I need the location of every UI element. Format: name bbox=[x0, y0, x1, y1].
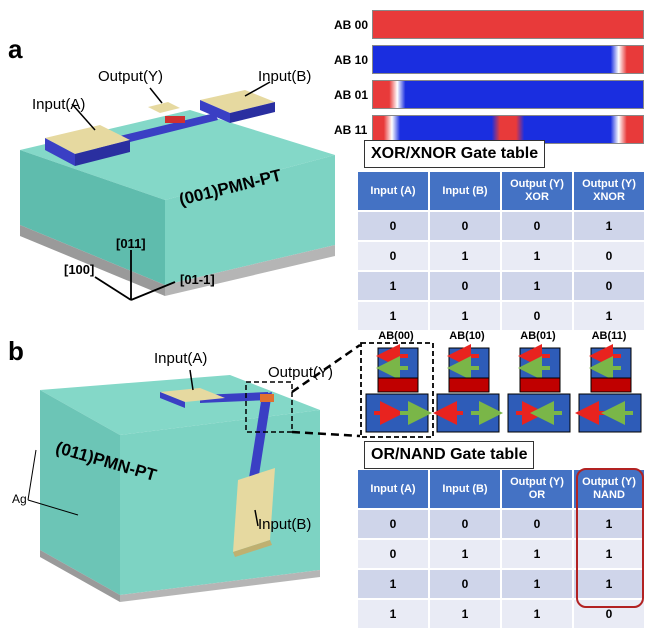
table-header: Output (Y) XNOR bbox=[574, 172, 644, 210]
table-header: Input (B) bbox=[430, 172, 500, 210]
table-cell: 0 bbox=[574, 242, 644, 270]
table-header: Output (Y) XOR bbox=[502, 172, 572, 210]
table-header: Input (A) bbox=[358, 470, 428, 508]
label-input-a-b: Input(A) bbox=[154, 350, 208, 367]
axis-label-01-1: [01-1] bbox=[180, 272, 215, 287]
table-cell: 1 bbox=[358, 272, 428, 300]
table-cell: 0 bbox=[430, 272, 500, 300]
table-cell: 1 bbox=[574, 540, 644, 568]
xor-gate-table: Input (A) Input (B) Output (Y) XOR Outpu… bbox=[356, 170, 646, 332]
table-cell: 1 bbox=[430, 600, 500, 628]
table-cell: 1 bbox=[574, 570, 644, 598]
panel-b-label: b bbox=[8, 336, 24, 366]
table-cell: 0 bbox=[358, 510, 428, 538]
axis-label-011: [011] bbox=[116, 236, 146, 251]
table-cell: 0 bbox=[358, 540, 428, 568]
table-cell: 0 bbox=[358, 212, 428, 240]
or-table-title: OR/NAND Gate table bbox=[364, 441, 535, 469]
panel-a-device-diagram bbox=[20, 81, 335, 301]
table-cell: 1 bbox=[502, 242, 572, 270]
domain-label: AB 10 bbox=[334, 52, 369, 67]
table-cell: 0 bbox=[502, 212, 572, 240]
table-cell: 1 bbox=[502, 540, 572, 568]
table-cell: 0 bbox=[430, 510, 500, 538]
label-input-b: Input(B) bbox=[258, 68, 312, 85]
ab-state-label: AB(10) bbox=[449, 330, 485, 342]
domain-label: AB 01 bbox=[334, 87, 369, 102]
table-cell: 1 bbox=[502, 272, 572, 300]
label-input-b-b: Input(B) bbox=[258, 516, 312, 533]
axis-label-100: [100] bbox=[64, 262, 95, 277]
ab-state-label: AB(01) bbox=[520, 330, 556, 342]
table-cell: 1 bbox=[502, 570, 572, 598]
ab-state-label: AB(11) bbox=[591, 330, 627, 342]
domain-label: AB 11 bbox=[334, 122, 368, 137]
table-cell: 0 bbox=[502, 302, 572, 330]
table-cell: 1 bbox=[358, 302, 428, 330]
label-output: Output(Y) bbox=[98, 68, 164, 85]
table-cell: 0 bbox=[430, 212, 500, 240]
table-cell: 1 bbox=[430, 302, 500, 330]
table-cell: 1 bbox=[358, 600, 428, 628]
table-header: Input (B) bbox=[430, 470, 500, 508]
table-cell: 1 bbox=[502, 600, 572, 628]
ag-electrode-label: Ag bbox=[12, 492, 27, 506]
table-cell: 0 bbox=[430, 570, 500, 598]
panel-b-device-diagram bbox=[27, 343, 360, 602]
table-cell: 1 bbox=[430, 540, 500, 568]
table-cell: 0 bbox=[502, 510, 572, 538]
label-input-a: Input(A) bbox=[32, 96, 86, 113]
label-output-b: Output(Y) bbox=[268, 364, 334, 381]
domain-strip bbox=[372, 45, 644, 74]
table-header: Output (Y) OR bbox=[502, 470, 572, 508]
ab-state-label: AB(00) bbox=[378, 330, 414, 342]
table-cell: 1 bbox=[574, 510, 644, 538]
xor-table-title: XOR/XNOR Gate table bbox=[364, 140, 546, 168]
domain-strip bbox=[372, 10, 644, 39]
table-cell: 1 bbox=[430, 242, 500, 270]
domain-state-strips: AB 00 AB 10 AB 01 AB 11 bbox=[334, 10, 646, 144]
table-header: Input (A) bbox=[358, 172, 428, 210]
table-cell: 0 bbox=[358, 242, 428, 270]
table-cell: 1 bbox=[574, 302, 644, 330]
table-cell: 0 bbox=[574, 272, 644, 300]
domain-label: AB 00 bbox=[334, 17, 369, 32]
table-cell: 1 bbox=[574, 212, 644, 240]
domain-strip bbox=[372, 80, 644, 109]
nand-column-highlight bbox=[576, 468, 644, 608]
table-cell: 1 bbox=[358, 570, 428, 598]
panel-a-label: a bbox=[8, 34, 23, 64]
ab-state-icons bbox=[360, 342, 642, 438]
